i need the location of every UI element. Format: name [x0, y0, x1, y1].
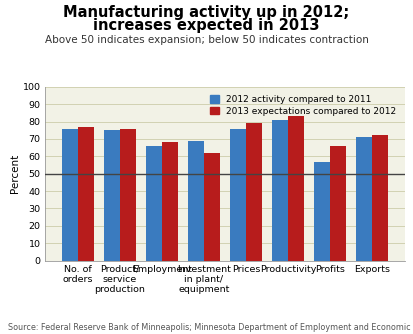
Y-axis label: Percent: Percent [10, 154, 20, 193]
Bar [62, 129, 78, 261]
Bar [314, 162, 330, 261]
Text: Manufacturing activity up in 2012;: Manufacturing activity up in 2012; [63, 5, 350, 20]
Bar [288, 116, 304, 261]
Bar [373, 136, 388, 261]
Bar [146, 146, 162, 261]
Bar [78, 127, 94, 261]
Bar [246, 123, 262, 261]
Text: Above 50 indicates expansion; below 50 indicates contraction: Above 50 indicates expansion; below 50 i… [45, 35, 368, 45]
Bar [162, 142, 178, 261]
Bar [330, 146, 347, 261]
Bar [188, 141, 204, 261]
Bar [120, 129, 136, 261]
Bar [104, 130, 120, 261]
Text: Source: Federal Reserve Bank of Minneapolis; Minnesota Department of Employment : Source: Federal Reserve Bank of Minneapo… [8, 323, 413, 332]
Text: increases expected in 2013: increases expected in 2013 [93, 18, 320, 33]
Bar [356, 137, 373, 261]
Bar [204, 153, 220, 261]
Bar [272, 120, 288, 261]
Bar [230, 129, 246, 261]
Legend: 2012 activity compared to 2011, 2013 expectations compared to 2012: 2012 activity compared to 2011, 2013 exp… [206, 92, 400, 119]
